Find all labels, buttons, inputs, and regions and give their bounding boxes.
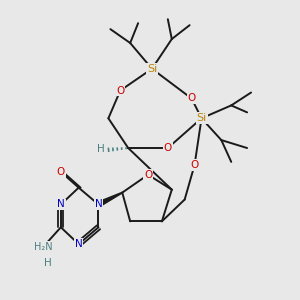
Text: O: O (116, 85, 124, 96)
Polygon shape (98, 192, 122, 207)
Text: N: N (94, 200, 102, 209)
Text: H₂N: H₂N (34, 242, 52, 252)
Text: O: O (164, 143, 172, 153)
Text: Si: Si (196, 113, 207, 123)
Text: N: N (75, 239, 83, 249)
Text: H: H (97, 144, 104, 154)
Text: N: N (57, 200, 65, 209)
Text: H: H (44, 258, 52, 268)
Text: O: O (144, 170, 152, 180)
Text: O: O (57, 167, 65, 177)
Text: O: O (190, 160, 199, 170)
Text: Si: Si (147, 64, 157, 74)
Text: O: O (188, 94, 196, 103)
